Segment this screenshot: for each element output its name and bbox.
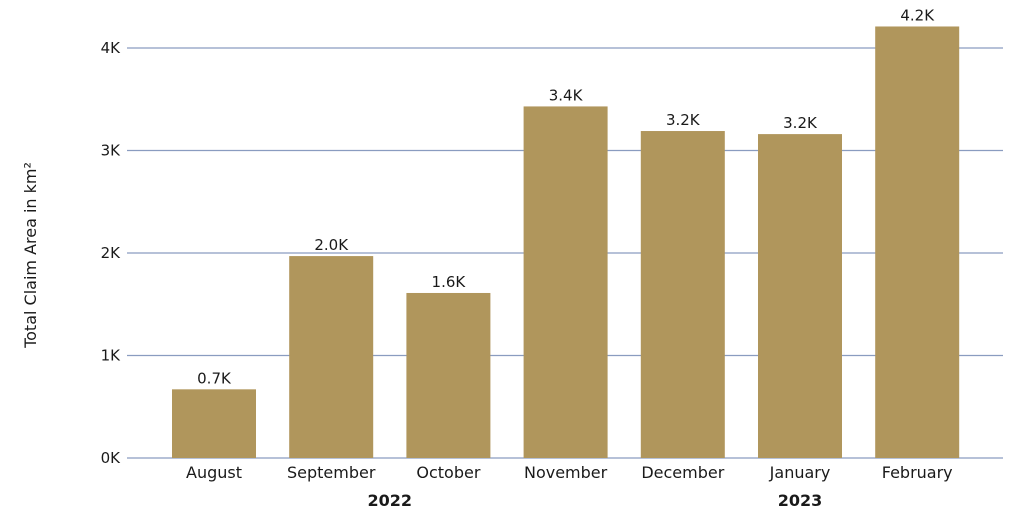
- data-label: 1.6K: [432, 273, 467, 291]
- year-label: 2022: [368, 491, 413, 510]
- y-tick-label: 4K: [101, 39, 122, 57]
- data-labels: 0.7K 2.0K 1.6K 3.4K 3.2K 3.2K 4.2K: [197, 6, 935, 387]
- data-label: 4.2K: [900, 6, 935, 24]
- x-tick-labels: August September October November December Ja…: [186, 463, 953, 482]
- bar: [640, 131, 725, 458]
- x-tick-label: January: [769, 463, 831, 482]
- y-tick-label: 1K: [101, 347, 122, 365]
- y-tick-label: 3K: [101, 142, 122, 160]
- bar: [406, 292, 491, 458]
- x-tick-label: December: [641, 463, 724, 482]
- y-tick-label: 0K: [101, 449, 122, 467]
- x-tick-label: September: [287, 463, 376, 482]
- data-label: 2.0K: [314, 236, 349, 254]
- x-tick-label: November: [524, 463, 608, 482]
- bar: [172, 389, 256, 458]
- year-labels: 2022 2023: [368, 491, 823, 510]
- x-tick-label: February: [882, 463, 953, 482]
- bar: [758, 134, 842, 458]
- x-tick-label: October: [416, 463, 480, 482]
- bar: [523, 106, 608, 459]
- y-axis-label: Total Claim Area in km²: [21, 162, 40, 349]
- data-label: 3.2K: [783, 114, 818, 132]
- data-label: 0.7K: [197, 369, 232, 387]
- bar: [289, 256, 374, 458]
- data-label: 3.2K: [666, 111, 701, 129]
- x-tick-label: August: [186, 463, 242, 482]
- data-label: 3.4K: [549, 86, 584, 104]
- year-label: 2023: [778, 491, 823, 510]
- bars: [172, 26, 960, 459]
- y-tick-label: 2K: [101, 244, 122, 262]
- bar: [875, 26, 960, 458]
- y-tick-labels: 0K 1K 2K 3K 4K: [101, 39, 122, 467]
